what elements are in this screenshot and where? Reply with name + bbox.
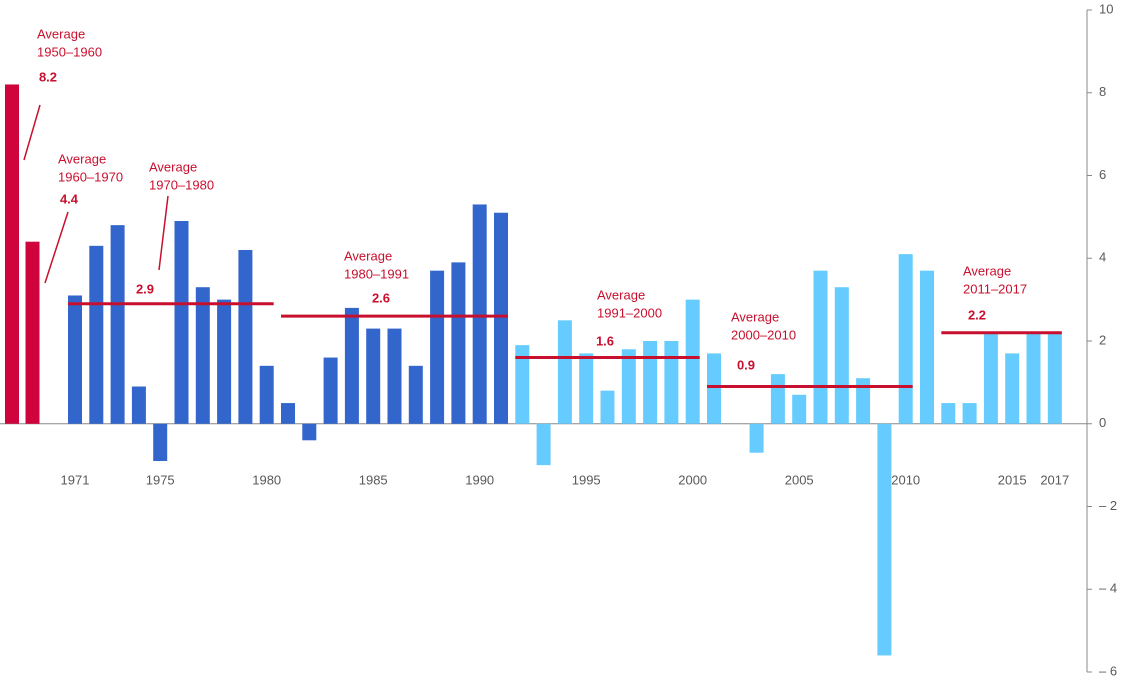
average-period: 1950–1960 xyxy=(37,44,102,59)
average-value: 1.6 xyxy=(596,333,614,348)
x-tick-label: 1980 xyxy=(252,472,281,487)
bar xyxy=(89,245,104,424)
y-tick-label: – 2 xyxy=(1099,498,1117,513)
y-tick-label: – 6 xyxy=(1099,663,1117,678)
bar xyxy=(153,423,168,461)
average-period: 1960–1970 xyxy=(58,169,123,184)
bar xyxy=(1026,332,1041,424)
y-tick-label: 0 xyxy=(1099,415,1106,430)
y-tick-label: 8 xyxy=(1099,84,1106,99)
bar xyxy=(877,423,892,656)
bar xyxy=(408,365,423,424)
average-value: 2.2 xyxy=(968,307,986,322)
average-label: Average xyxy=(37,26,85,41)
average-period: 1980–1991 xyxy=(344,266,409,281)
bar xyxy=(281,403,295,424)
bar xyxy=(259,365,274,424)
bar xyxy=(68,295,82,424)
y-tick-label: 10 xyxy=(1099,1,1113,16)
bar xyxy=(515,345,530,424)
bar xyxy=(856,378,871,424)
bar xyxy=(621,349,636,424)
bar xyxy=(707,353,721,424)
x-tick-label: 1975 xyxy=(146,472,175,487)
bar xyxy=(451,262,466,424)
average-label: Average xyxy=(597,287,645,302)
bar xyxy=(366,328,381,424)
bar xyxy=(174,221,189,424)
x-tick-label: 2015 xyxy=(998,472,1027,487)
x-tick-label: 2017 xyxy=(1040,472,1069,487)
leader-line xyxy=(158,195,169,271)
bar xyxy=(5,84,19,424)
bar xyxy=(983,332,998,424)
average-period: 2000–2010 xyxy=(731,327,796,342)
average-value: 2.9 xyxy=(136,281,154,296)
bar xyxy=(749,423,764,453)
average-label: Average xyxy=(963,263,1011,278)
bar xyxy=(472,204,487,424)
bar xyxy=(941,403,956,424)
bar xyxy=(813,270,828,424)
bar xyxy=(494,212,508,424)
y-tick-label: – 4 xyxy=(1099,581,1117,596)
bar xyxy=(430,270,445,424)
bar xyxy=(323,357,338,424)
average-period: 1970–1980 xyxy=(149,177,214,192)
y-tick-label: 2 xyxy=(1099,332,1106,347)
x-tick-label: 2010 xyxy=(891,472,920,487)
average-value: 0.9 xyxy=(737,357,755,372)
bar xyxy=(579,353,594,424)
y-tick-label: 4 xyxy=(1099,250,1106,265)
leader-line xyxy=(44,211,69,284)
x-tick-label: 1995 xyxy=(572,472,601,487)
x-tick-label: 2005 xyxy=(785,472,814,487)
x-tick-label: 1990 xyxy=(465,472,494,487)
bar xyxy=(387,328,402,424)
x-tick-label: 1971 xyxy=(61,472,90,487)
bar xyxy=(344,307,359,424)
leader-line xyxy=(23,104,41,161)
average-value: 2.6 xyxy=(372,290,390,305)
bar xyxy=(898,254,913,424)
bar xyxy=(110,225,125,424)
bar xyxy=(920,270,934,424)
average-value: 4.4 xyxy=(60,191,79,206)
x-tick-label: 1985 xyxy=(359,472,388,487)
bar xyxy=(195,287,210,424)
bar xyxy=(557,320,572,424)
average-label: Average xyxy=(731,309,779,324)
bar xyxy=(834,287,849,424)
bar xyxy=(770,374,785,424)
bar xyxy=(1005,353,1020,424)
average-label: Average xyxy=(344,248,392,263)
bar xyxy=(962,403,977,424)
bar xyxy=(643,341,658,424)
average-period: 1991–2000 xyxy=(597,305,662,320)
x-tick-label: 2000 xyxy=(678,472,707,487)
average-value: 8.2 xyxy=(39,69,57,84)
bar xyxy=(302,423,317,441)
bar xyxy=(131,386,146,424)
bar xyxy=(1047,332,1062,424)
bar xyxy=(536,423,551,466)
average-label: Average xyxy=(149,159,197,174)
bar xyxy=(685,299,700,424)
bar xyxy=(792,394,807,424)
bar xyxy=(600,390,615,424)
bar xyxy=(25,241,40,424)
bar xyxy=(217,299,232,424)
bar xyxy=(664,341,679,424)
y-tick-label: 6 xyxy=(1099,167,1106,182)
bar xyxy=(238,249,253,424)
average-label: Average xyxy=(58,151,106,166)
average-period: 2011–2017 xyxy=(963,281,1027,296)
